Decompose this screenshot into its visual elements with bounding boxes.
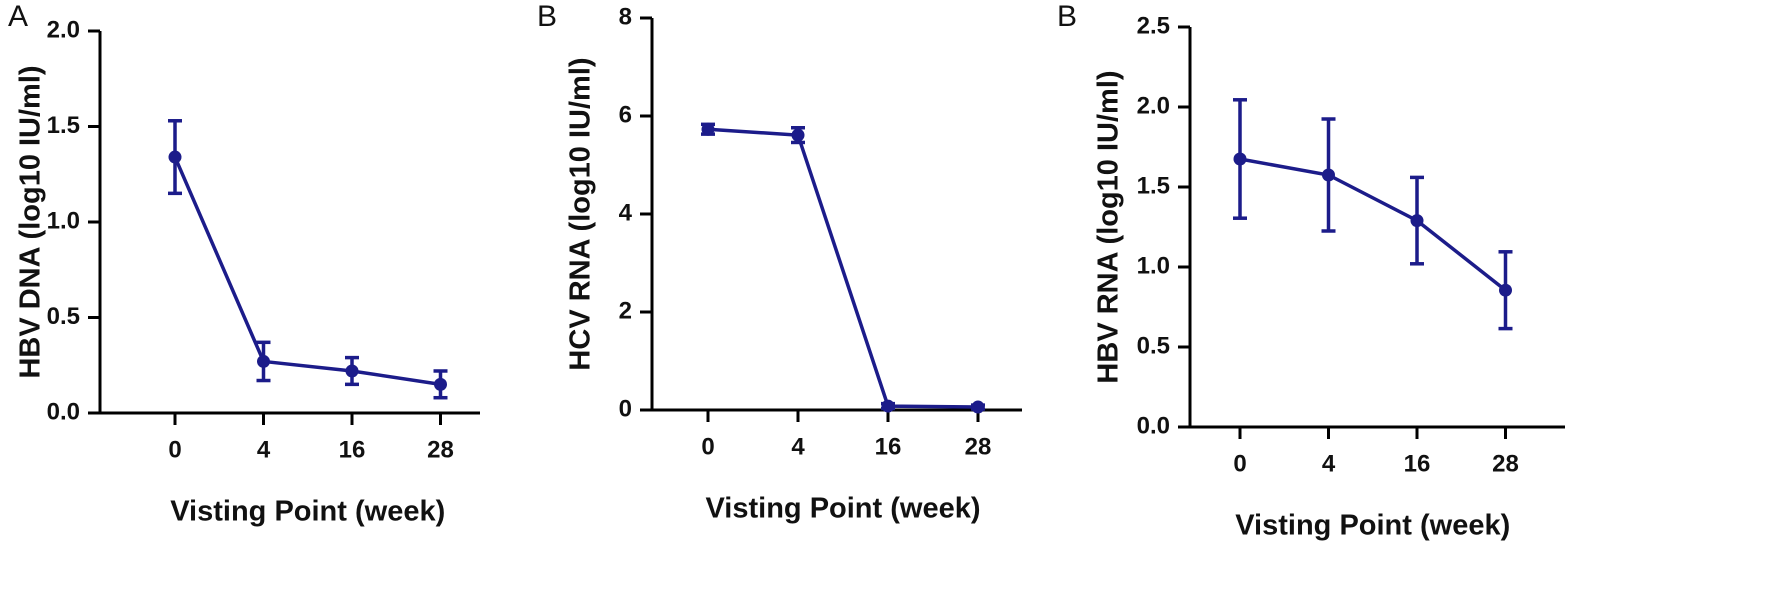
data-point [701,122,715,136]
x-tick-label: 16 [1404,450,1431,477]
data-line [173,156,441,387]
data-line [707,127,979,409]
panel-label: A [8,0,28,33]
y-tick-label: 1.5 [1137,172,1170,199]
data-point [881,399,895,413]
data-point [791,128,805,142]
chart: A 0.0 0.5 1.0 1.5 2.0 0 4 16 28 Visting Point (wee… [8,0,480,528]
y-tick-label: 0.5 [1137,332,1170,359]
x-axis-title: Visting Point (week) [170,496,445,528]
data-point [257,354,270,368]
y-tick-label: 1.5 [47,112,80,139]
x-tick-label: 4 [257,436,271,463]
y-tick-label: 0.0 [1137,412,1170,439]
panel-label: B [537,0,557,33]
x-tick-label: 0 [701,433,714,460]
panel-label: B [1057,0,1077,33]
x-tick-label: 0 [168,436,181,463]
data-point [1322,168,1335,182]
y-tick-label: 2 [619,297,632,324]
y-tick-label: 2.0 [47,16,80,43]
x-tick-label: 28 [427,436,454,463]
data-point [1233,152,1247,166]
data-point [971,400,985,414]
x-axis-title: Visting Point (week) [705,493,980,525]
y-axis-title: HBV RNA (log10 IU/ml) [1093,70,1125,383]
y-tick-label: 1.0 [47,207,80,234]
x-tick-label: 28 [1492,450,1519,477]
y-tick-label: 0.5 [47,303,80,330]
y-tick-label: 2.5 [1137,12,1170,39]
data-point [434,377,447,391]
y-tick-label: 0.0 [47,398,80,425]
y-axis-title: HCV RNA (log10 IU/ml) [565,57,597,370]
x-tick-label: 4 [791,433,805,460]
y-tick-label: 6 [619,101,632,128]
x-tick-label: 0 [1233,450,1246,477]
data-point [1410,214,1424,228]
chart: B 0.0 0.5 1.0 1.5 2.0 2.5 0 4 16 28 Visting Point (… [1057,0,1565,542]
y-tick-label: 0 [619,395,632,422]
x-tick-label: 16 [339,436,366,463]
data-point [168,150,182,164]
data-point [1499,283,1512,297]
x-tick-label: 28 [965,433,992,460]
x-axis-title: Visting Point (week) [1235,510,1510,542]
x-tick-label: 4 [1322,450,1336,477]
y-tick-label: 8 [619,3,632,30]
x-tick-label: 16 [875,433,902,460]
y-tick-label: 4 [619,199,633,226]
chart: B 0 2 4 6 8 0 4 16 28 Visting Point (week) HCV RNA … [537,0,1022,525]
data-point [345,364,359,378]
y-tick-label: 2.0 [1137,92,1170,119]
data-line [1239,157,1507,292]
y-tick-label: 1.0 [1137,252,1170,279]
y-axis-title: HBV DNA (log10 IU/ml) [15,65,47,378]
